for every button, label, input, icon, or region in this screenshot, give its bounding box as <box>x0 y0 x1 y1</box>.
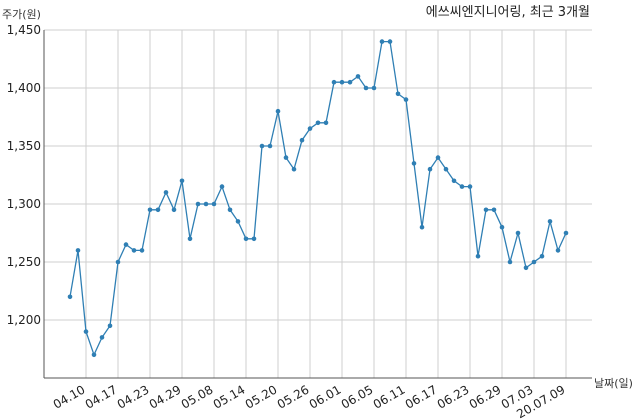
data-point <box>339 79 345 85</box>
series-line <box>69 40 567 357</box>
data-point <box>555 248 561 253</box>
data-point <box>443 166 449 172</box>
data-point <box>395 91 401 97</box>
data-point <box>147 207 153 213</box>
data-point <box>99 335 105 340</box>
data-point <box>459 184 465 189</box>
data-point <box>195 201 201 207</box>
data-point <box>139 248 145 253</box>
data-point <box>499 224 505 230</box>
axes <box>43 30 592 379</box>
data-point <box>371 85 377 91</box>
data-point <box>211 201 217 207</box>
data-point <box>259 143 265 149</box>
y-tick-label: 1,350 <box>7 139 41 153</box>
data-point <box>403 97 409 102</box>
data-point <box>243 236 249 242</box>
x-tick-label: 04.10 <box>51 382 88 411</box>
y-tick-label: 1,200 <box>7 313 41 327</box>
x-tick-label: 05.14 <box>211 382 248 411</box>
x-tick-label: 04.23 <box>115 382 152 411</box>
data-point <box>107 323 113 329</box>
x-tick-label: 06.17 <box>403 382 440 411</box>
data-point <box>291 166 297 172</box>
y-tick-label: 1,400 <box>7 81 41 95</box>
data-point <box>387 39 393 44</box>
data-point <box>563 230 569 236</box>
chart-title: 에쓰씨엔지니어링, 최근 3개월 <box>426 5 590 20</box>
data-point <box>315 120 321 126</box>
data-point <box>491 207 497 213</box>
data-point <box>531 259 537 265</box>
data-point <box>251 236 257 242</box>
x-tick-label: 04.29 <box>147 382 184 411</box>
data-point <box>155 207 161 213</box>
data-point <box>435 155 441 160</box>
data-point <box>283 155 289 160</box>
data-point <box>267 143 273 149</box>
series-layer <box>67 39 569 358</box>
data-point <box>123 242 129 247</box>
data-point <box>67 294 73 300</box>
data-point <box>547 219 553 224</box>
data-point <box>363 85 369 91</box>
data-point <box>515 230 521 236</box>
data-point <box>355 74 361 79</box>
data-point <box>419 224 425 230</box>
data-point <box>379 39 385 44</box>
data-point <box>347 79 353 85</box>
data-point <box>171 207 177 213</box>
data-point <box>475 253 481 259</box>
x-tick-label: 06.11 <box>371 382 408 411</box>
data-point <box>219 184 225 189</box>
y-tick-label: 1,250 <box>7 255 41 269</box>
x-tick-label: 06.05 <box>339 382 376 411</box>
x-axis-label: 날짜(일) <box>594 376 633 390</box>
y-axis-label: 주가(원) <box>2 8 41 21</box>
data-point <box>467 184 473 189</box>
data-point <box>179 178 185 184</box>
data-point <box>307 126 313 131</box>
data-point <box>75 248 81 253</box>
data-point <box>91 352 97 358</box>
data-point <box>299 137 305 143</box>
data-point <box>523 265 529 271</box>
data-point <box>539 253 545 259</box>
y-tick-label: 1,300 <box>7 197 41 211</box>
x-tick-label: 05.20 <box>243 382 280 411</box>
data-point <box>427 166 433 172</box>
tick-labels: 1,200 1,250 1,300 1,350 1,400 1,450 04.1004.17… <box>7 23 568 419</box>
x-tick-label: 04.17 <box>83 382 120 411</box>
data-point <box>83 329 89 334</box>
data-point <box>227 207 233 213</box>
x-tick-label: 05.08 <box>179 382 216 411</box>
data-point <box>275 108 281 114</box>
data-point <box>451 178 457 184</box>
y-tick-label: 1,450 <box>7 23 41 37</box>
data-point <box>483 207 489 213</box>
data-point <box>187 236 193 242</box>
x-tick-label: 06.01 <box>307 382 344 411</box>
x-tick-label: 06.23 <box>435 382 472 411</box>
data-point <box>115 259 121 265</box>
data-point <box>411 161 417 166</box>
data-point <box>331 79 337 85</box>
data-point <box>235 219 241 224</box>
data-point <box>131 248 137 253</box>
x-tick-label: 05.26 <box>275 382 312 411</box>
x-tick-label: 06.29 <box>467 382 504 411</box>
gridlines <box>44 29 592 378</box>
data-point <box>507 259 513 265</box>
data-point <box>323 120 329 126</box>
data-point <box>163 190 169 195</box>
data-point <box>203 201 209 207</box>
